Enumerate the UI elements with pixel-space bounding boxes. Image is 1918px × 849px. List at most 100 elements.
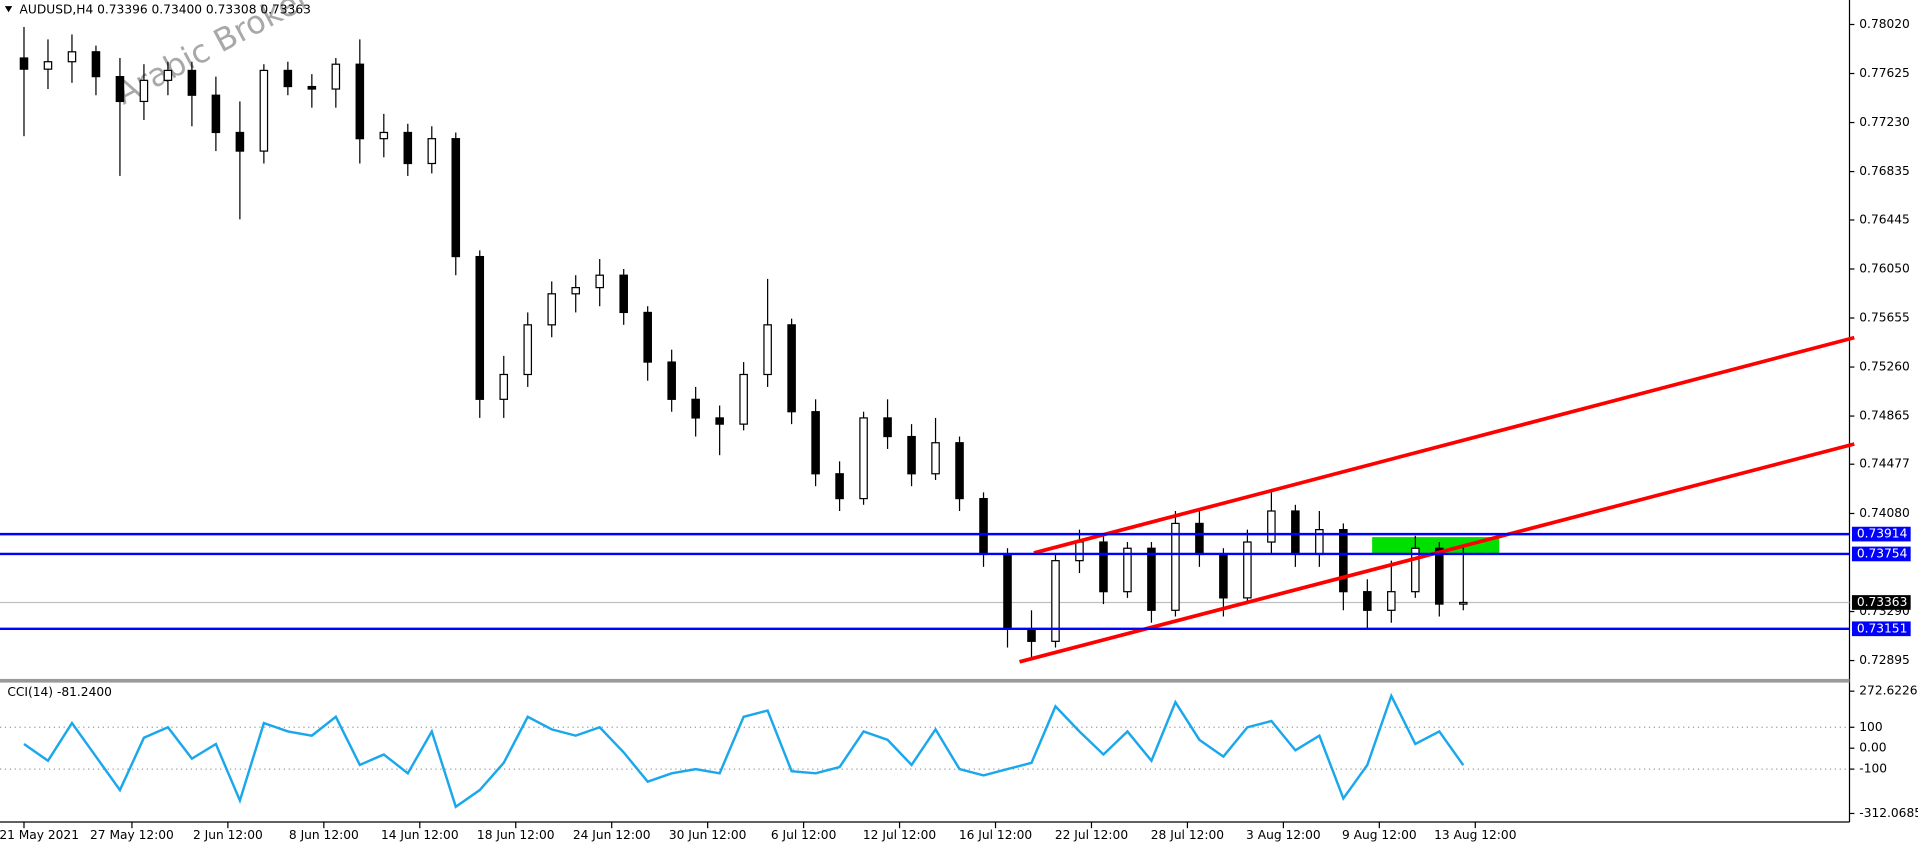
level-label-box — [1851, 526, 1911, 542]
x-tick-label: 9 Aug 12:00 — [1342, 828, 1417, 842]
candle-body — [763, 324, 772, 376]
y-tick-label: 0.75260 — [1859, 360, 1910, 374]
candle-body — [931, 442, 940, 475]
level-label-box — [1851, 546, 1911, 562]
candle-body — [571, 286, 581, 295]
candle-body — [715, 417, 724, 425]
x-tick-label: 24 Jun 12:00 — [573, 828, 651, 842]
chart-header: AUDUSD,H4 0.73396 0.73400 0.73308 0.7336… — [20, 2, 311, 16]
x-tick-label: 2 Jun 12:00 — [193, 828, 263, 842]
x-tick-label: 16 Jul 12:00 — [959, 828, 1032, 842]
candle-body — [1075, 541, 1084, 562]
candle-body — [739, 373, 748, 425]
candle-body — [691, 398, 700, 419]
candle-body — [619, 274, 628, 314]
candle-body — [139, 79, 149, 103]
candle-body — [1003, 553, 1012, 630]
x-tick-label: 21 May 2021 — [0, 828, 79, 842]
y-tick-label: 0.72895 — [1859, 653, 1910, 667]
cci-line — [23, 692, 1465, 809]
x-tick-label: 14 Jun 12:00 — [381, 828, 459, 842]
candle-body — [835, 473, 844, 500]
candle-body — [379, 131, 389, 140]
current-price-label: 0.73363 — [1857, 595, 1908, 609]
y-tick-label: 0.74477 — [1859, 457, 1910, 471]
y-tick-label: 0.74865 — [1859, 409, 1910, 423]
candle-body — [667, 361, 676, 400]
candle-body — [451, 138, 461, 258]
panel-separator — [0, 678, 1850, 683]
candle-body — [355, 63, 365, 140]
x-tick-label: 18 Jun 12:00 — [477, 828, 555, 842]
cci-panel: CCI(14) -81.2400 272.6226 100 0.00 -100 -312.… — [0, 684, 1918, 820]
candle-body — [1027, 628, 1036, 642]
candle-body — [115, 76, 125, 103]
candle-body — [163, 69, 173, 81]
x-tick-label: 28 Jul 12:00 — [1151, 828, 1224, 842]
level-label-box — [1851, 621, 1911, 637]
candle-body — [67, 51, 77, 63]
candle-body — [235, 131, 245, 152]
candle-body — [1123, 547, 1132, 593]
candle-body — [1219, 553, 1228, 599]
y-tick-label: 0.75655 — [1859, 311, 1910, 325]
trendline — [1033, 335, 1855, 555]
indicator-title: CCI(14) -81.2400 — [7, 685, 112, 699]
candle-body — [1243, 541, 1252, 599]
level-label: 0.73151 — [1857, 621, 1908, 635]
candle-body — [547, 293, 557, 326]
menu-arrow[interactable] — [4, 6, 13, 13]
candle-body — [1051, 560, 1060, 642]
y-tick-label: 272.6226 — [1859, 684, 1917, 698]
level-label: 0.73914 — [1857, 527, 1908, 541]
candle-body — [859, 417, 868, 500]
candle-body — [43, 61, 53, 70]
candle-body — [1147, 547, 1156, 611]
candle-body — [259, 69, 269, 152]
y-tick-label: 0.76445 — [1859, 212, 1910, 226]
x-tick-label: 22 Jul 12:00 — [1055, 828, 1128, 842]
candle-body — [1291, 510, 1300, 556]
candle-body — [883, 417, 892, 438]
x-tick-label: 6 Jul 12:00 — [771, 828, 837, 842]
candle-body — [1339, 529, 1348, 593]
candle-body — [1195, 522, 1204, 556]
x-tick-label: 27 May 12:00 — [90, 828, 174, 842]
candle-body — [187, 69, 197, 96]
y-tick-label: 0.76050 — [1859, 261, 1910, 275]
candle-body — [523, 324, 533, 376]
candle-body — [499, 373, 509, 400]
candle-body — [1171, 522, 1180, 611]
y-tick-label: 0.78020 — [1859, 17, 1910, 31]
candle-body — [91, 51, 101, 78]
level-label: 0.73754 — [1857, 546, 1908, 560]
y-tick-label: 100 — [1859, 720, 1882, 734]
candle-body — [595, 274, 604, 289]
x-tick-label: 12 Jul 12:00 — [863, 828, 936, 842]
candle-body — [19, 57, 29, 70]
candle-body — [643, 311, 652, 363]
candle-body — [1363, 591, 1372, 611]
candle-body — [1267, 510, 1276, 543]
y-tick-label: -312.0685 — [1859, 806, 1918, 820]
candle-body — [1435, 547, 1444, 605]
y-tick-label: 0.77625 — [1859, 66, 1910, 80]
y-tick-label: 0.76835 — [1859, 164, 1910, 178]
candle-body — [811, 411, 820, 475]
x-tick-label: 8 Jun 12:00 — [289, 828, 359, 842]
price-panel: 0.78020 0.77625 0.77230 0.76835 0.76445 0.760… — [0, 17, 1911, 667]
candle-body — [307, 85, 317, 90]
y-tick-label: -100 — [1859, 762, 1887, 776]
y-tick-label: 0.77230 — [1859, 115, 1910, 129]
candle-body — [331, 63, 341, 90]
candle-body — [1411, 547, 1420, 593]
y-tick-label: 0.00 — [1859, 741, 1886, 755]
candle-body — [955, 442, 964, 500]
x-tick-label: 3 Aug 12:00 — [1246, 828, 1321, 842]
x-tick-label: 30 Jun 12:00 — [669, 828, 747, 842]
current-price-box — [1851, 595, 1911, 610]
candle-body — [1459, 601, 1468, 605]
candle-body — [1387, 591, 1396, 611]
